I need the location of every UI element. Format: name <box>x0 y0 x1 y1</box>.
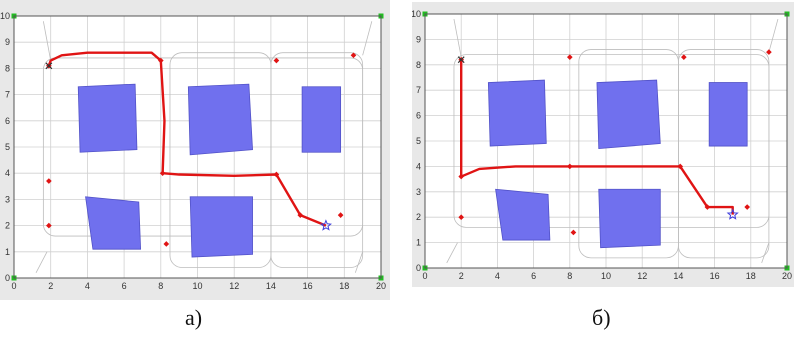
contour-line <box>677 49 770 259</box>
plot-frame <box>424 13 788 269</box>
x-tick-label: 16 <box>303 281 313 291</box>
x-tick-label: 10 <box>192 281 202 291</box>
x-tick-label: 0 <box>422 271 427 281</box>
goal-star-icon <box>726 208 739 220</box>
y-tick-label: 3 <box>5 194 10 204</box>
x-tick-label: 12 <box>229 281 239 291</box>
contour-line <box>42 21 52 61</box>
x-tick-label: 18 <box>746 271 756 281</box>
waypoint-marker <box>273 171 280 178</box>
y-tick-label: 1 <box>416 238 421 248</box>
y-tick-label: 0 <box>416 263 421 273</box>
x-tick-label: 12 <box>637 271 647 281</box>
obstacle <box>495 188 551 241</box>
x-tick-label: 16 <box>710 271 720 281</box>
x-tick-label: 4 <box>85 281 90 291</box>
obstacle <box>187 83 253 156</box>
y-tick-label: 2 <box>416 212 421 222</box>
waypoint-marker <box>297 212 304 218</box>
waypoint-marker <box>163 241 170 247</box>
contour-line <box>354 251 364 273</box>
x-tick-label: 18 <box>339 281 349 291</box>
x-tick-label: 6 <box>531 271 536 281</box>
y-tick-label: 8 <box>416 60 421 70</box>
x-tick-label: 2 <box>459 271 464 281</box>
x-tick-label: 8 <box>158 281 163 291</box>
plot-frame <box>13 15 382 279</box>
y-tick-label: 3 <box>416 187 421 197</box>
plot-panel-b: 0 2 4 6 8 10 12 14 16 18 20 0 1 2 3 4 5 6 7 8 9 10 <box>412 2 794 287</box>
obstacle <box>596 79 661 150</box>
start-marker <box>457 56 465 64</box>
y-tick-label: 1 <box>5 247 10 257</box>
y-tick-label: 10 <box>0 11 10 21</box>
x-tick-label: 20 <box>782 271 792 281</box>
start-marker <box>45 62 53 70</box>
y-tick-label: 10 <box>412 9 421 19</box>
x-tick-label: 10 <box>601 271 611 281</box>
y-tick-label: 9 <box>5 37 10 47</box>
x-tick-label: 2 <box>48 281 53 291</box>
x-tick-label: 4 <box>495 271 500 281</box>
y-tick-label: 6 <box>5 116 10 126</box>
y-tick-label: 6 <box>416 111 421 121</box>
y-tick-label: 9 <box>416 34 421 44</box>
y-tick-label: 4 <box>5 168 10 178</box>
x-tick-label: 8 <box>567 271 572 281</box>
contour-line <box>453 19 462 58</box>
waypoint-marker <box>704 204 711 210</box>
x-tick-label: 0 <box>11 281 16 291</box>
contour-line <box>362 21 373 56</box>
y-tick-label: 5 <box>416 136 421 146</box>
y-tick-label: 4 <box>416 161 421 171</box>
x-tick-label: 6 <box>122 281 127 291</box>
caption-b: б) <box>592 305 611 330</box>
waypoint-marker <box>159 170 166 177</box>
obstacle <box>77 83 138 153</box>
plot-panel-a: 0 2 4 6 8 10 12 14 16 18 20 0 1 2 3 4 5 6 7 8 9 10 <box>0 0 390 300</box>
obstacle <box>487 79 547 147</box>
contour-line <box>35 251 48 273</box>
goal-star-icon <box>319 219 332 231</box>
contour-line <box>761 242 770 264</box>
waypoint-marker <box>337 212 344 218</box>
caption-a: а) <box>185 305 203 330</box>
x-tick-label: 14 <box>673 271 683 281</box>
obstacle <box>301 86 342 153</box>
obstacle <box>85 196 142 250</box>
x-tick-label: 14 <box>266 281 276 291</box>
y-tick-label: 7 <box>5 90 10 100</box>
y-tick-label: 0 <box>5 273 10 283</box>
obstacle <box>708 82 748 147</box>
contour-line <box>446 242 458 264</box>
contour-line <box>768 18 779 53</box>
y-tick-label: 8 <box>5 63 10 73</box>
y-tick-label: 2 <box>5 221 10 231</box>
route-path <box>460 59 734 215</box>
waypoint-marker <box>744 204 751 210</box>
obstacle <box>598 188 661 249</box>
waypoint-marker <box>677 163 684 170</box>
y-tick-label: 7 <box>416 85 421 95</box>
y-tick-label: 5 <box>5 142 10 152</box>
route-path <box>47 51 327 227</box>
contour-line <box>270 52 364 268</box>
obstacle <box>189 196 253 258</box>
x-tick-label: 20 <box>376 281 386 291</box>
